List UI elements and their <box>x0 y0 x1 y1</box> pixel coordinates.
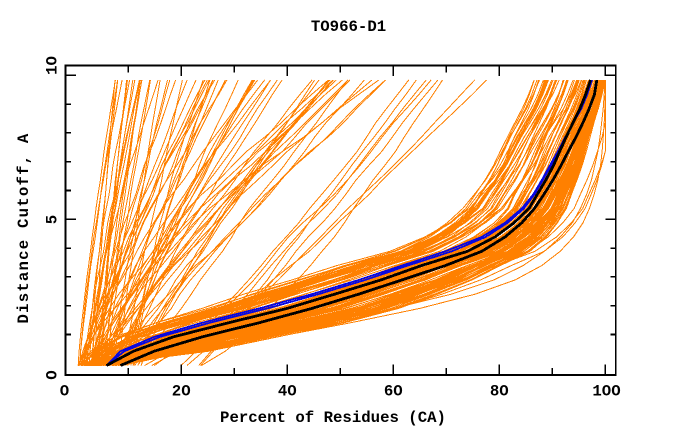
svg-text:5: 5 <box>44 215 62 224</box>
svg-text:O: O <box>44 370 62 379</box>
svg-text:8O: 8O <box>490 383 509 401</box>
svg-text:1O: 1O <box>44 56 62 75</box>
svg-text:O: O <box>60 383 69 401</box>
svg-text:4O: 4O <box>278 383 297 401</box>
svg-text:Distance Cutoff, A: Distance Cutoff, A <box>15 132 33 323</box>
svg-text:Percent of Residues (CA): Percent of Residues (CA) <box>220 409 446 427</box>
svg-text:6O: 6O <box>384 383 403 401</box>
svg-text:TO966-D1: TO966-D1 <box>311 18 386 36</box>
svg-text:1OO: 1OO <box>592 383 620 401</box>
svg-text:2O: 2O <box>172 383 191 401</box>
